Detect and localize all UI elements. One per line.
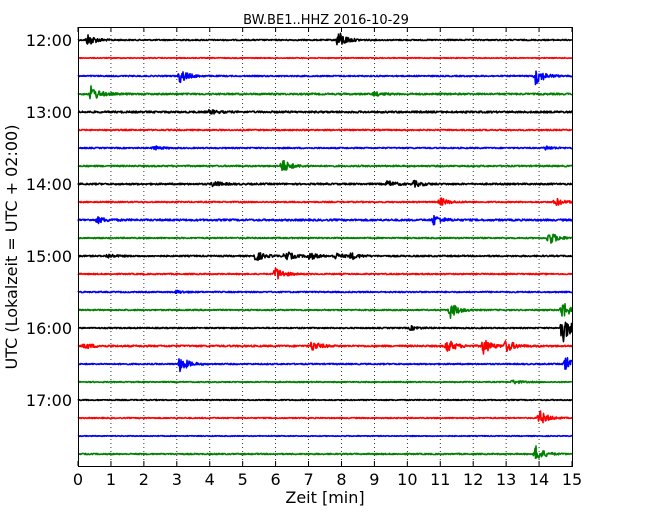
plot-frame <box>78 27 573 467</box>
x-tick-label: 3 <box>172 470 182 489</box>
x-tick-label: 8 <box>336 470 346 489</box>
x-tick-label: 14 <box>529 470 549 489</box>
seismic-trace <box>77 233 573 244</box>
x-tick-label: 11 <box>430 470 450 489</box>
seismic-trace <box>77 339 573 355</box>
seismic-trace <box>77 179 573 188</box>
x-tick-label: 10 <box>397 470 417 489</box>
seismic-trace <box>77 85 573 100</box>
axis-ticks: 0 1 2 3 4 5 6 7 8 9 10 11 12 13 14 1512:0013:0014:0015:… <box>26 27 582 489</box>
seismic-trace <box>77 321 573 343</box>
x-tick-label: 5 <box>238 470 248 489</box>
y-tick-label: 14:00 <box>26 175 72 194</box>
trace-group <box>77 32 573 460</box>
seismic-trace <box>77 251 573 262</box>
y-tick-label: 16:00 <box>26 319 72 338</box>
seismic-trace <box>77 357 573 373</box>
x-tick-label: 7 <box>303 470 313 489</box>
seismic-trace <box>77 303 573 320</box>
seismic-trace <box>77 159 573 172</box>
y-tick-label: 17:00 <box>26 391 72 410</box>
x-tick-label: 12 <box>463 470 483 489</box>
x-tick-label: 9 <box>369 470 379 489</box>
seismic-trace <box>77 128 573 132</box>
seismic-trace <box>77 410 573 424</box>
y-tick-label: 15:00 <box>26 247 72 266</box>
x-tick-label: 2 <box>139 470 149 489</box>
y-tick-label: 12:00 <box>26 31 72 50</box>
seismic-trace <box>77 70 573 86</box>
x-axis-label: Zeit [min] <box>285 488 364 507</box>
x-tick-label: 13 <box>496 470 516 489</box>
x-tick-label: 4 <box>205 470 215 489</box>
y-tick-label: 13:00 <box>26 103 72 122</box>
seismic-trace <box>77 145 573 151</box>
seismic-trace <box>77 398 573 402</box>
chart-title: BW.BE1..HHZ 2016-10-29 <box>243 13 409 28</box>
seismic-trace <box>77 267 573 280</box>
x-tick-label: 6 <box>271 470 281 489</box>
x-tick-label: 1 <box>106 470 116 489</box>
seismic-trace <box>77 214 573 226</box>
seismic-trace <box>77 434 573 438</box>
seismic-trace <box>77 445 573 460</box>
seismic-trace <box>77 108 573 115</box>
seismic-trace <box>77 56 573 60</box>
y-axis-label: UTC (Lokalzeit = UTC + 02:00) <box>2 125 21 370</box>
seismic-trace <box>77 289 573 295</box>
seismic-trace <box>77 379 573 385</box>
seismic-trace <box>77 197 573 206</box>
x-tick-label: 15 <box>562 470 582 489</box>
seismic-trace <box>77 32 573 46</box>
x-tick-label: 0 <box>73 470 83 489</box>
